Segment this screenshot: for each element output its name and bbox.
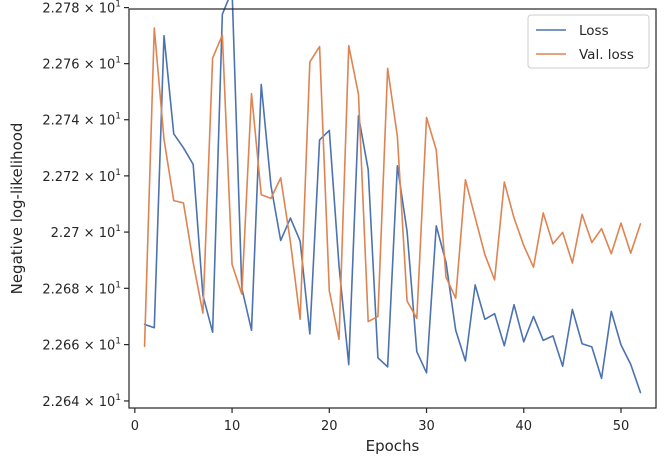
y-tick-label: 2.266 × 101 xyxy=(42,337,121,354)
y-tick-label: 2.264 × 101 xyxy=(42,393,121,410)
y-tick-label: 2.272 × 101 xyxy=(42,168,121,185)
y-tick-label: 2.276 × 101 xyxy=(42,56,121,73)
y-tick-label: 2.268 × 101 xyxy=(42,280,121,297)
x-tick-label: 0 xyxy=(131,419,139,434)
legend-label-loss: Loss xyxy=(579,23,609,39)
x-tick-label: 10 xyxy=(224,419,241,434)
y-tick-label: 2.278 × 101 xyxy=(42,0,121,17)
x-axis-title: Epochs xyxy=(366,437,420,455)
x-tick-label: 30 xyxy=(418,419,435,434)
y-tick-label: 2.274 × 101 xyxy=(42,112,121,129)
axis-ticks xyxy=(124,6,622,413)
plot-frame xyxy=(128,8,657,409)
legend: Loss Val. loss xyxy=(527,14,650,69)
x-tick-label: 50 xyxy=(613,419,630,434)
y-tick-labels: 2.264 × 101 2.266 × 101 2.268 × 101 2.27 × … xyxy=(42,0,121,410)
series-line-val-loss xyxy=(143,27,642,348)
x-tick-labels: 0 10 20 30 40 50 xyxy=(131,419,630,434)
y-tick-label: 2.27 × 101 xyxy=(51,224,121,241)
x-tick-label: 20 xyxy=(321,419,338,434)
series-line-loss xyxy=(143,0,642,394)
plot-lines xyxy=(143,0,642,394)
y-axis-title: Negative log-likelihood xyxy=(8,123,26,295)
x-tick-label: 40 xyxy=(515,419,532,434)
legend-label-val-loss: Val. loss xyxy=(579,47,634,63)
